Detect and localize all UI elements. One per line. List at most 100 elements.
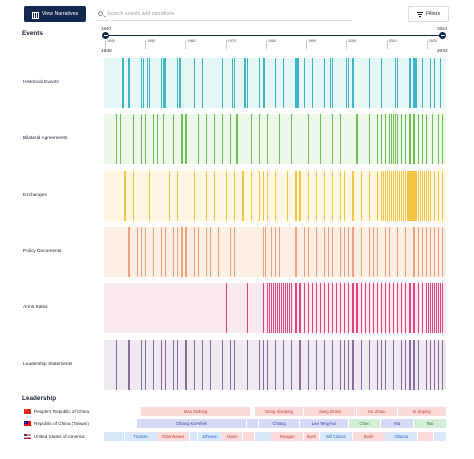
event-marker[interactable]	[319, 283, 321, 334]
event-marker[interactable]	[386, 170, 389, 221]
event-marker[interactable]	[185, 226, 187, 277]
event-marker[interactable]	[336, 283, 338, 334]
event-marker[interactable]	[376, 283, 378, 334]
event-marker[interactable]	[222, 114, 224, 165]
event-marker[interactable]	[205, 114, 207, 165]
event-marker[interactable]	[344, 339, 346, 390]
leader-term[interactable]	[242, 431, 255, 441]
event-marker[interactable]	[409, 114, 411, 165]
event-marker[interactable]	[356, 283, 358, 334]
event-marker[interactable]	[352, 58, 354, 108]
event-marker[interactable]	[425, 283, 427, 334]
event-marker[interactable]	[389, 283, 391, 334]
event-marker[interactable]	[407, 170, 409, 221]
view-narratives-button[interactable]: View Narratives	[24, 6, 86, 22]
event-marker[interactable]	[421, 170, 423, 221]
event-marker[interactable]	[161, 339, 163, 390]
event-marker[interactable]	[368, 339, 370, 390]
event-marker[interactable]	[230, 114, 232, 165]
event-marker[interactable]	[384, 114, 387, 165]
event-marker[interactable]	[144, 114, 146, 165]
event-marker[interactable]	[315, 283, 317, 334]
event-marker[interactable]	[283, 283, 285, 334]
event-marker[interactable]	[421, 58, 423, 108]
leader-term[interactable]	[246, 419, 259, 428]
event-marker[interactable]	[344, 283, 346, 334]
event-marker[interactable]	[437, 226, 440, 277]
event-marker[interactable]	[209, 226, 212, 277]
event-marker[interactable]	[405, 283, 407, 334]
event-marker[interactable]	[380, 339, 383, 390]
event-marker[interactable]	[372, 226, 374, 277]
leader-term[interactable]: Reagan	[271, 431, 304, 441]
event-marker[interactable]	[266, 114, 269, 165]
event-marker[interactable]	[413, 170, 415, 221]
event-marker[interactable]	[329, 58, 332, 108]
event-marker[interactable]	[389, 226, 391, 277]
event-marker[interactable]	[136, 226, 138, 277]
event-marker[interactable]	[441, 283, 444, 334]
event-marker[interactable]	[433, 339, 435, 390]
event-marker[interactable]	[393, 283, 395, 334]
event-marker[interactable]	[285, 283, 287, 334]
event-marker[interactable]	[307, 226, 309, 277]
event-marker[interactable]	[156, 114, 159, 165]
slider-track[interactable]	[105, 34, 443, 37]
event-marker[interactable]	[201, 58, 203, 108]
event-marker[interactable]	[431, 114, 433, 165]
event-marker[interactable]	[258, 339, 260, 390]
event-marker[interactable]	[382, 170, 385, 221]
event-marker[interactable]	[437, 283, 440, 334]
event-marker[interactable]	[340, 114, 342, 165]
event-marker[interactable]	[439, 283, 442, 334]
event-marker[interactable]	[409, 283, 411, 334]
event-marker[interactable]	[397, 283, 399, 334]
leader-term[interactable]: Obama	[385, 431, 418, 441]
event-marker[interactable]	[409, 339, 411, 390]
event-marker[interactable]	[234, 58, 236, 108]
leader-term[interactable]: Xi Jinping	[397, 406, 446, 416]
event-marker[interactable]	[205, 170, 207, 221]
event-marker[interactable]	[315, 339, 317, 390]
event-marker[interactable]	[327, 226, 330, 277]
event-marker[interactable]	[368, 226, 370, 277]
event-marker[interactable]	[393, 170, 395, 221]
event-marker[interactable]	[295, 226, 297, 277]
event-marker[interactable]	[332, 339, 334, 390]
event-marker[interactable]	[169, 170, 171, 221]
event-marker[interactable]	[124, 170, 126, 221]
event-marker[interactable]	[132, 114, 134, 165]
event-marker[interactable]	[266, 170, 269, 221]
event-marker[interactable]	[250, 114, 252, 165]
event-marker[interactable]	[384, 226, 387, 277]
event-marker[interactable]	[311, 58, 313, 108]
event-marker[interactable]	[395, 170, 397, 221]
event-marker[interactable]	[246, 283, 248, 334]
event-marker[interactable]	[429, 283, 431, 334]
event-marker[interactable]	[332, 283, 334, 334]
event-marker[interactable]	[391, 170, 393, 221]
event-marker[interactable]	[423, 170, 425, 221]
event-marker[interactable]	[315, 170, 317, 221]
event-marker[interactable]	[283, 58, 285, 108]
event-marker[interactable]	[429, 170, 431, 221]
event-marker[interactable]	[218, 226, 220, 277]
event-marker[interactable]	[352, 170, 354, 221]
event-marker[interactable]	[384, 339, 387, 390]
event-marker[interactable]	[441, 226, 444, 277]
event-marker[interactable]	[415, 170, 417, 221]
event-marker[interactable]	[291, 339, 293, 390]
event-marker[interactable]	[268, 283, 271, 334]
leader-term[interactable]: Ma	[381, 419, 414, 428]
event-marker[interactable]	[177, 226, 179, 277]
event-marker[interactable]	[262, 283, 264, 334]
event-marker[interactable]	[376, 114, 378, 165]
event-marker[interactable]	[417, 226, 419, 277]
event-marker[interactable]	[262, 170, 264, 221]
event-marker[interactable]	[177, 339, 179, 390]
event-marker[interactable]	[356, 114, 358, 165]
event-marker[interactable]	[344, 170, 346, 221]
event-marker[interactable]	[384, 283, 387, 334]
event-marker[interactable]	[340, 339, 342, 390]
event-marker[interactable]	[264, 58, 266, 108]
